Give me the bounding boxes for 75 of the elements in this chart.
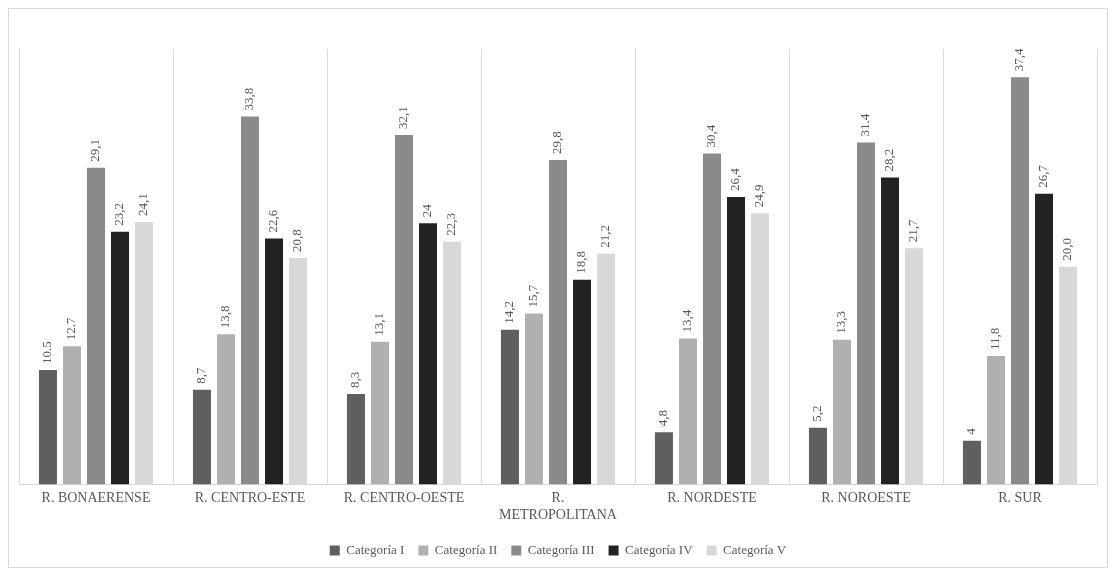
bar <box>500 329 519 485</box>
bar <box>192 389 211 485</box>
bar <box>702 153 722 485</box>
bar <box>265 238 284 485</box>
data-label: 30,4 <box>703 124 719 148</box>
data-label: 22,6 <box>265 209 281 233</box>
data-label: 13,4 <box>679 309 695 333</box>
bar <box>881 177 900 485</box>
data-label: 22,3 <box>443 212 459 236</box>
bar <box>808 427 827 485</box>
data-label: 32,1 <box>395 106 411 129</box>
bar <box>1010 77 1030 485</box>
data-label: 8,3 <box>347 371 363 389</box>
x-tick-label: R. SUR <box>998 490 1043 506</box>
data-label: 37,4 <box>1011 48 1027 72</box>
bar <box>654 432 673 485</box>
legend-label: Categoría II <box>434 541 498 557</box>
bar <box>216 334 235 485</box>
legend-label: Categoría V <box>723 541 787 557</box>
bar <box>38 370 57 485</box>
bar <box>856 142 876 485</box>
data-label: 13,8 <box>217 305 233 329</box>
x-tick-label: R. BONAERENSE <box>41 490 151 506</box>
data-label: 21,7 <box>905 218 921 243</box>
data-label: 4 <box>963 427 979 435</box>
data-label: 8,7 <box>193 366 209 384</box>
data-label: 12.7 <box>63 316 79 341</box>
bar <box>727 197 746 485</box>
bar <box>832 339 851 485</box>
data-label: 33,8 <box>241 87 257 111</box>
x-tick-label: R. NOROESTE <box>821 490 911 506</box>
data-label: 15,7 <box>525 284 541 308</box>
bar <box>62 346 81 485</box>
data-label: 20,0 <box>1059 237 1075 261</box>
bar <box>394 134 414 485</box>
bar <box>86 167 106 485</box>
data-label: 18,8 <box>573 251 589 274</box>
data-label: 29,8 <box>549 131 565 155</box>
bar <box>986 355 1005 485</box>
data-label: 10.5 <box>39 341 55 365</box>
bar <box>524 313 543 485</box>
data-label: 21,2 <box>597 224 613 248</box>
x-tick-label: R. CENTRO-ESTE <box>194 490 306 506</box>
x-tick-label: R. CENTRO-OESTE <box>343 490 465 506</box>
data-label: 26,7 <box>1035 164 1051 188</box>
data-label: 23,2 <box>111 203 127 226</box>
bar <box>370 341 389 485</box>
data-label: 4,8 <box>655 409 671 427</box>
data-label: 5,2 <box>809 405 825 422</box>
bar <box>111 231 130 485</box>
data-label: 11,8 <box>987 327 1003 350</box>
legend-label: Categoría IV <box>625 541 694 557</box>
bar <box>678 338 697 485</box>
data-label: 24 <box>419 203 435 218</box>
data-label: 31.4 <box>857 113 873 137</box>
x-tick-label: R. NORDESTE <box>667 490 757 506</box>
legend-label: Categoría I <box>346 541 405 557</box>
bar <box>346 394 365 485</box>
data-label: 28,2 <box>881 148 897 172</box>
bar <box>573 279 592 485</box>
bar <box>1035 193 1054 485</box>
data-label: 14,2 <box>501 301 517 324</box>
data-label: 29,1 <box>87 138 103 162</box>
data-label: 24,1 <box>135 193 151 217</box>
data-label: 13,3 <box>833 310 849 334</box>
data-label: 20,8 <box>289 229 305 252</box>
bar <box>548 160 568 485</box>
bar <box>962 440 981 485</box>
data-label: 13,1 <box>371 313 387 336</box>
bar <box>240 116 260 485</box>
bar <box>419 223 438 485</box>
data-label: 24,9 <box>751 184 767 208</box>
data-label: 26,4 <box>727 167 743 192</box>
legend-label: Categoría III <box>527 541 595 557</box>
x-tick-label: R. METROPOLITANA <box>499 490 618 523</box>
